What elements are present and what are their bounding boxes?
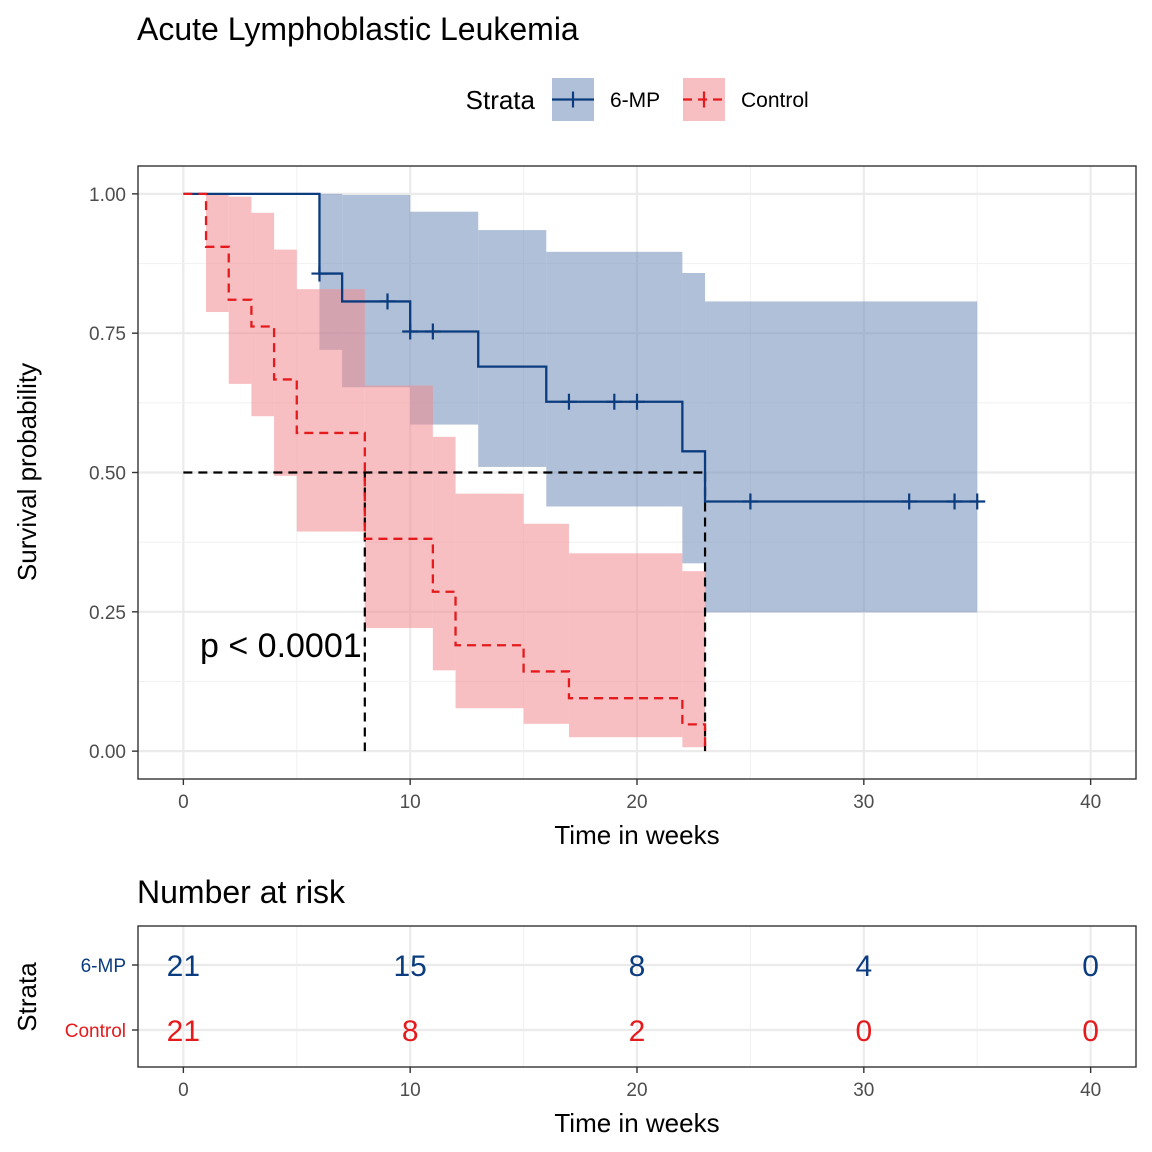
- censor-mark: [742, 493, 759, 510]
- risk-table-title: Number at risk: [137, 874, 346, 910]
- median-lines: [183, 471, 707, 752]
- legend-item-6-mp: 6-MP: [552, 78, 660, 121]
- confidence-band-control: [523, 523, 569, 724]
- risk-value: 0: [1082, 1015, 1099, 1048]
- x-tick-label: 40: [1080, 792, 1101, 813]
- confidence-bands: [206, 193, 978, 748]
- censor-mark: [946, 493, 963, 510]
- risk-x-tick-label: 20: [626, 1080, 647, 1101]
- risk-row-label: 6-MP: [81, 956, 126, 977]
- legend-label: 6-MP: [610, 89, 660, 112]
- x-axis-label: Time in weeks: [554, 820, 719, 850]
- risk-value: 21: [167, 950, 200, 983]
- censor-mark: [402, 323, 419, 340]
- confidence-band-control: [251, 212, 275, 417]
- risk-value: 8: [629, 950, 646, 983]
- censor-mark: [969, 493, 986, 510]
- risk-x-tick-label: 0: [178, 1080, 189, 1101]
- risk-x-tick-label: 30: [853, 1080, 874, 1101]
- confidence-band-control: [274, 249, 297, 476]
- p-value-annotation: p < 0.0001: [200, 627, 362, 665]
- x-tick-label: 30: [853, 792, 874, 813]
- censor-mark: [560, 393, 577, 410]
- risk-value: 0: [1082, 950, 1099, 983]
- risk-value: 0: [855, 1015, 872, 1048]
- risk-x-tick-label: 40: [1080, 1080, 1101, 1101]
- confidence-band-control: [206, 193, 229, 313]
- confidence-band-6-mp: [705, 301, 978, 613]
- risk-value: 21: [167, 1015, 200, 1048]
- risk-value: 15: [393, 950, 426, 983]
- legend-label: Control: [741, 89, 809, 112]
- censor-mark: [379, 293, 396, 310]
- risk-value: 8: [402, 1015, 419, 1048]
- risk-row-label: Control: [65, 1021, 126, 1042]
- confidence-band-control: [432, 436, 456, 671]
- censor-mark: [901, 493, 918, 510]
- risk-x-axis-label: Time in weeks: [554, 1108, 719, 1138]
- confidence-band-control: [296, 289, 365, 532]
- censor-mark: [311, 265, 328, 282]
- survival-curve-control: [183, 192, 707, 752]
- x-tick-label: 10: [400, 792, 421, 813]
- risk-values: 21 15 8 4 0 21 8 2 0 0: [167, 950, 1099, 1048]
- risk-value: 4: [855, 950, 872, 983]
- legend-item-control: Control: [683, 78, 809, 121]
- main-axes: 0 10 20 30 40 0.00 0.25 0.50 0.75 1.00: [89, 185, 1101, 813]
- confidence-band-control: [568, 553, 683, 738]
- x-tick-label: 0: [178, 792, 189, 813]
- survival-curve-6-mp: [183, 192, 978, 503]
- confidence-band-control: [364, 385, 433, 628]
- confidence-band-6-mp: [546, 251, 683, 507]
- confidence-band-6-mp: [682, 272, 706, 564]
- censor-mark: [629, 393, 645, 410]
- legend-title: Strata: [466, 85, 536, 115]
- censor-marks: [311, 265, 986, 510]
- y-tick-label: 0.75: [89, 324, 126, 345]
- y-axis-label: Survival probability: [12, 363, 42, 581]
- risk-y-axis-label: Strata: [12, 962, 42, 1032]
- survival-curves: [183, 192, 978, 752]
- risk-grid: [138, 926, 1136, 1067]
- y-tick-label: 1.00: [89, 185, 126, 206]
- x-tick-label: 20: [626, 792, 647, 813]
- y-tick-label: 0.00: [89, 742, 126, 763]
- y-tick-label: 0.25: [89, 603, 126, 624]
- confidence-band-control: [228, 196, 252, 384]
- confidence-band-control: [682, 571, 706, 748]
- confidence-band-control: [455, 493, 524, 709]
- legend: Strata 6-MP Control: [466, 78, 809, 121]
- confidence-band-6-mp: [478, 230, 547, 467]
- chart-title: Acute Lymphoblastic Leukemia: [137, 11, 579, 47]
- censor-mark: [606, 393, 623, 410]
- risk-x-tick-label: 10: [400, 1080, 421, 1101]
- censor-mark: [424, 323, 441, 340]
- y-tick-label: 0.50: [89, 464, 126, 485]
- risk-value: 2: [629, 1015, 646, 1048]
